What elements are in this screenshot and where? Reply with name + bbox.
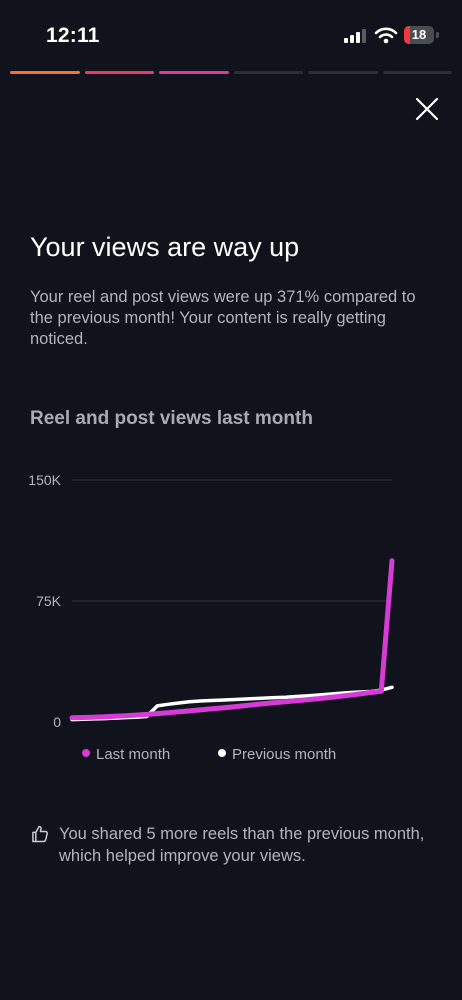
- description: Your reel and post views were up 371% co…: [30, 288, 416, 348]
- headline: Your views are way up: [30, 232, 300, 262]
- views-line-chart: 0 75K 150K: [28, 472, 395, 730]
- thumbs-up-icon: [32, 825, 48, 843]
- progress-segment: [308, 71, 378, 74]
- battery-fill: [404, 26, 410, 44]
- battery-icon: 18: [404, 26, 434, 44]
- battery-level: 18: [411, 27, 427, 42]
- close-button[interactable]: [411, 93, 443, 125]
- story-progress: [10, 71, 452, 74]
- progress-segment: [159, 71, 229, 74]
- chart-title: Reel and post views last month: [30, 408, 313, 429]
- close-icon: [415, 97, 439, 121]
- series-line-last-month: [69, 558, 395, 721]
- progress-segment: [233, 71, 303, 74]
- y-tick-label: 75K: [36, 593, 62, 609]
- wifi-icon: [374, 27, 398, 44]
- status-bar: 12:11 18: [0, 0, 462, 64]
- legend-label-last-month: Last month: [96, 746, 171, 763]
- status-time: 12:11: [46, 24, 100, 47]
- progress-segment: [84, 71, 154, 74]
- legend-label-previous-month: Previous month: [232, 746, 337, 763]
- y-tick-label: 0: [53, 714, 61, 730]
- legend-item-last-month: Last month: [82, 746, 170, 763]
- y-tick-label: 150K: [28, 472, 61, 488]
- legend-dot-last-month: [82, 749, 90, 757]
- insight-text: You shared 5 more reels than the previou…: [59, 825, 425, 865]
- progress-segment: [10, 71, 80, 74]
- legend-dot-previous-month: [218, 749, 226, 757]
- legend-item-previous-month: Previous month: [218, 746, 336, 763]
- cellular-signal-icon: [344, 29, 366, 43]
- battery-cap: [436, 32, 439, 38]
- progress-segment: [382, 71, 452, 74]
